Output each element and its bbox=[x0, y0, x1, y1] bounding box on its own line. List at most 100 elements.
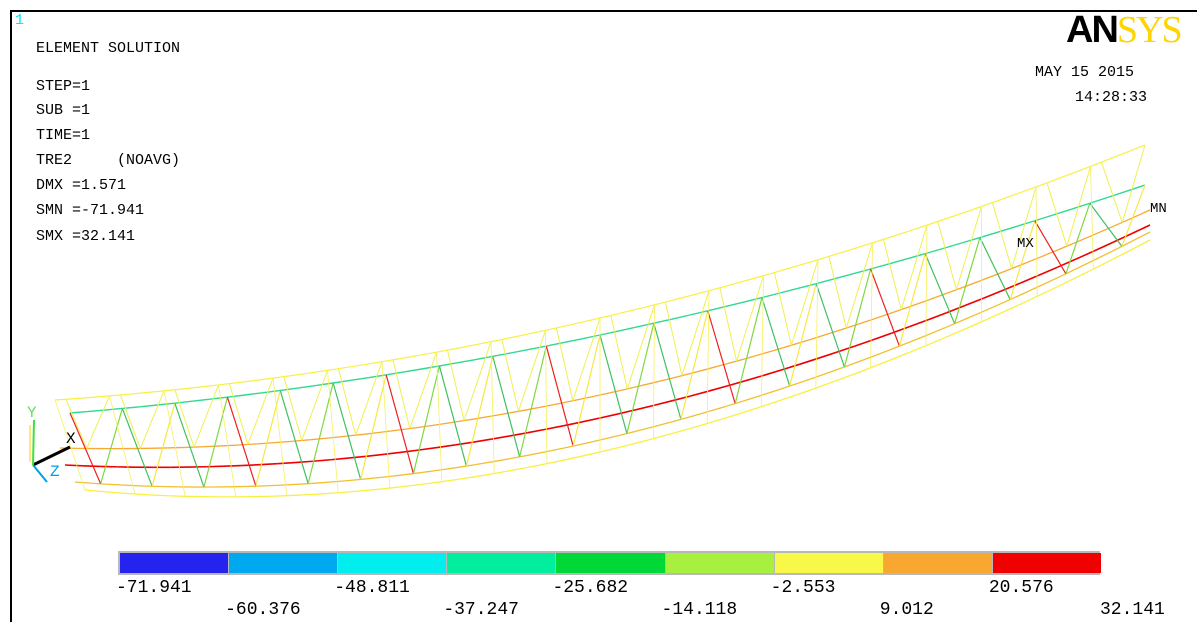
truss-member bbox=[707, 417, 726, 425]
truss-member bbox=[924, 253, 956, 324]
legend-label-top: -2.553 bbox=[770, 578, 836, 598]
truss-member bbox=[1130, 239, 1151, 251]
dmx-label: DMX =1.571 bbox=[36, 177, 127, 194]
truss-member bbox=[69, 410, 88, 414]
truss-member bbox=[744, 374, 764, 382]
step-label: STEP=1 bbox=[36, 78, 91, 95]
truss-member bbox=[1093, 241, 1114, 252]
truss-member bbox=[963, 311, 983, 321]
truss-member bbox=[708, 285, 728, 292]
truss-member bbox=[626, 304, 655, 390]
truss-member bbox=[926, 326, 946, 336]
truss-member bbox=[937, 221, 957, 290]
truss-member bbox=[545, 402, 564, 407]
truss-member bbox=[419, 446, 439, 451]
truss-member bbox=[501, 339, 519, 412]
truss-member bbox=[163, 390, 186, 497]
truss-member bbox=[599, 413, 619, 419]
truss-member bbox=[1035, 186, 1038, 297]
truss-member bbox=[412, 365, 441, 474]
truss-member bbox=[269, 495, 287, 497]
truss-member bbox=[572, 334, 601, 447]
truss-member bbox=[581, 317, 601, 323]
truss-member bbox=[555, 327, 574, 401]
truss-member bbox=[855, 318, 874, 326]
truss-member bbox=[400, 354, 419, 360]
truss-member bbox=[1020, 274, 1040, 284]
truss-member bbox=[372, 487, 390, 491]
truss-member bbox=[835, 248, 855, 255]
truss-member bbox=[54, 398, 74, 401]
truss-member bbox=[653, 323, 682, 420]
truss-member bbox=[368, 374, 387, 379]
truss-member bbox=[908, 224, 928, 232]
triad-z-axis bbox=[32, 464, 48, 483]
truss-member bbox=[955, 206, 982, 290]
truss-member bbox=[736, 275, 764, 362]
truss-member bbox=[1112, 233, 1132, 244]
truss-member bbox=[259, 462, 278, 466]
truss-member bbox=[494, 469, 512, 475]
legend-label-top: -25.682 bbox=[552, 578, 629, 598]
truss-member bbox=[348, 455, 367, 459]
truss-member bbox=[381, 361, 391, 489]
truss-member bbox=[999, 192, 1019, 201]
truss-member bbox=[545, 330, 548, 464]
truss-member bbox=[1037, 277, 1057, 288]
truss-member bbox=[1034, 220, 1067, 275]
truss-member bbox=[818, 330, 838, 338]
truss-member bbox=[320, 492, 339, 495]
truss-member bbox=[1130, 231, 1151, 243]
truss-member bbox=[492, 356, 521, 458]
truss-member bbox=[734, 297, 763, 404]
truss-member bbox=[1035, 179, 1055, 188]
truss-member bbox=[418, 424, 438, 428]
truss-member bbox=[157, 402, 175, 406]
truss-member bbox=[707, 405, 727, 413]
truss-member bbox=[1131, 224, 1151, 235]
truss-member bbox=[654, 299, 673, 306]
truss-member bbox=[599, 447, 618, 453]
truss-member bbox=[843, 268, 872, 368]
truss-member bbox=[817, 253, 837, 261]
truss-member bbox=[332, 382, 362, 480]
truss-member bbox=[690, 367, 710, 374]
truss-member bbox=[465, 356, 494, 467]
truss-member bbox=[439, 362, 458, 367]
truss-member bbox=[327, 370, 339, 493]
truss-member bbox=[65, 399, 88, 449]
truss-member bbox=[763, 269, 782, 277]
truss-member bbox=[459, 475, 477, 480]
legend-label-bottom: 32.141 bbox=[1100, 600, 1165, 620]
truss-member bbox=[1075, 233, 1095, 243]
item-label: TRE2 (NOAVG) bbox=[36, 152, 181, 169]
truss-member bbox=[888, 258, 908, 265]
truss-member bbox=[517, 330, 546, 412]
truss-member bbox=[473, 438, 492, 443]
truss-member bbox=[382, 429, 401, 433]
legend-swatch bbox=[883, 553, 992, 573]
truss-member bbox=[424, 481, 442, 485]
truss-member bbox=[511, 466, 530, 472]
truss-member bbox=[799, 259, 819, 266]
truss-member bbox=[773, 272, 792, 346]
graphics-viewport[interactable]: 1 bbox=[10, 10, 1197, 622]
truss-members bbox=[54, 144, 1151, 498]
truss-member bbox=[475, 461, 494, 466]
truss-member bbox=[279, 390, 309, 484]
truss-member bbox=[151, 494, 169, 497]
truss-member bbox=[1089, 196, 1109, 204]
truss-member bbox=[1018, 295, 1038, 306]
logo-part-2: SYS bbox=[1116, 9, 1183, 51]
truss-member bbox=[890, 230, 910, 238]
truss-member bbox=[745, 352, 765, 360]
truss-member bbox=[727, 280, 746, 287]
truss-member bbox=[1019, 286, 1039, 296]
truss-member bbox=[690, 290, 710, 297]
truss-member bbox=[564, 455, 583, 461]
truss-member bbox=[1011, 186, 1037, 269]
truss-member bbox=[316, 481, 335, 484]
legend-swatch bbox=[665, 553, 774, 573]
date-label: MAY 15 2015 bbox=[1035, 64, 1135, 81]
truss-member bbox=[689, 411, 709, 418]
